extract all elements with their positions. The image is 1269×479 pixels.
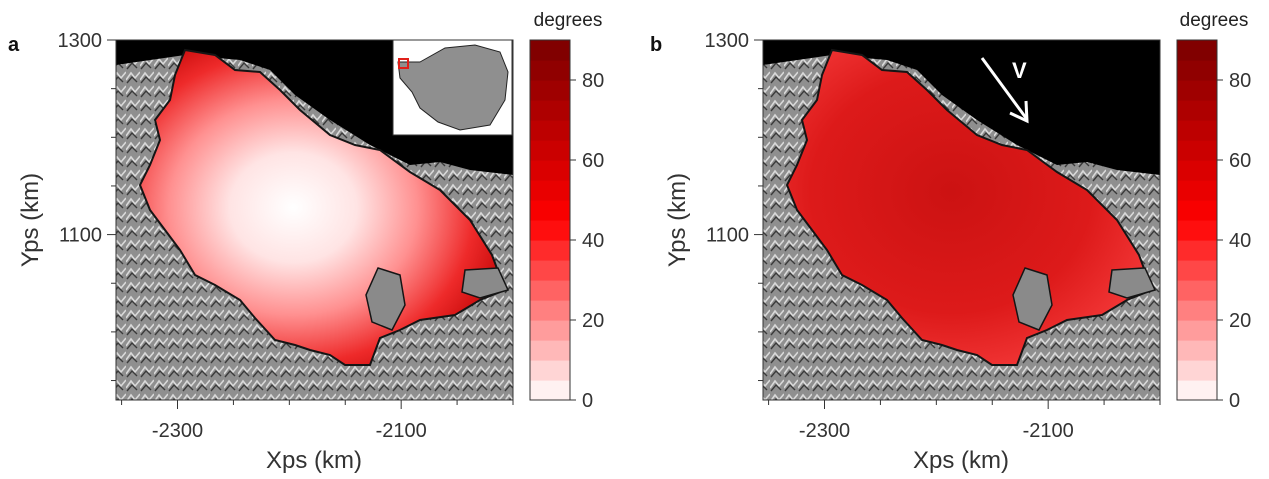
panel-a-frame [115,39,514,401]
panel-b-y-tick-label: 1100 [706,225,749,247]
panel-a-y-tick-label: 1300 [58,30,103,52]
panel-b-colorbar-band [1177,240,1217,261]
panel-a-colorbar-band [530,40,570,61]
panel-a-colorbar-band [530,80,570,101]
panel-b-colorbar-band [1177,300,1217,321]
panel-b: b V -2300 -2100 1100 1300 Xps (km) Yps (km… [650,10,1251,474]
panel-a-colorbar-label: degrees [534,10,603,31]
panel-a-colorbar-band [530,340,570,361]
panel-b-colorbar-band [1177,280,1217,301]
panel-b-colorbar-tick-label: 20 [1229,310,1251,332]
panel-b-y-tick-label: 1300 [705,30,750,52]
panel-a-y-label: Yps (km) [17,173,44,267]
panel-a-colorbar-band [530,200,570,221]
panel-a-colorbar-tick-label: 40 [582,230,604,252]
panel-b-colorbar-band [1177,160,1217,181]
panel-b-colorbar-band [1177,260,1217,281]
panel-a-x-axis: -2300 -2100 [121,400,514,442]
panel-a-colorbar-band [530,320,570,341]
inset-location-box [398,58,409,69]
panel-b-colorbar-band [1177,380,1217,401]
panel-a-colorbar-band [530,60,570,81]
velocity-arrow-label: V [1012,58,1027,83]
panel-a-colorbar-band [530,220,570,241]
panel-a-y-axis: 1100 1300 [58,30,116,382]
panel-b-colorbar-tick-label: 40 [1229,230,1251,252]
panel-b-colorbar-tick-label: 0 [1229,390,1240,412]
panel-b-colorbar-frame [1176,39,1218,401]
panel-b-colorbar-band [1177,40,1217,61]
panel-a-x-tick-label: -2100 [376,420,427,442]
panel-b-colorbar-band [1177,340,1217,361]
panel-b-y-axis: 1100 1300 [705,30,763,382]
panel-b-colorbar-band [1177,80,1217,101]
panel-b-colorbar-band [1177,140,1217,161]
panel-b-colorbar-band [1177,200,1217,221]
panel-a-colorbar-band [530,260,570,281]
panel-a-ice-shelf [138,48,507,366]
panel-b-colorbar-band [1177,100,1217,121]
panel-b-x-label: Xps (km) [913,447,1009,474]
panel-a-inset-map [392,39,513,136]
panel-a-colorbar-band [530,280,570,301]
panel-a-colorbar-band [530,120,570,141]
panel-a-colorbar-band [530,380,570,401]
panel-b-letter: b [650,34,662,56]
panel-b-colorbar-band [1177,360,1217,381]
panel-a-glacier-tongue [461,267,510,299]
panel-b-colorbar: 0 20 40 60 80 [1176,39,1251,412]
panel-b-colorbar-band [1177,320,1217,341]
panel-b-colorbar-tick-label: 60 [1229,150,1251,172]
panel-a-embayment [365,267,406,331]
panel-a-colorbar-band [530,360,570,381]
panel-b-glacier-tongue [1108,267,1157,299]
velocity-arrow [980,57,1029,124]
panel-a-colorbar: 0 20 40 60 80 [529,39,604,412]
panel-a-colorbar-tick-label: 20 [582,310,604,332]
panel-b-colorbar-band [1177,220,1217,241]
panel-b-colorbar-tick-label: 80 [1229,70,1251,92]
panel-b-colorbar-band [1177,120,1217,141]
panel-a-colorbar-band [530,160,570,181]
panel-b-colorbar-label: degrees [1180,10,1249,31]
panel-b-x-tick-label: -2300 [799,420,850,442]
panel-b-embayment [1012,267,1053,331]
panel-b-x-axis: -2300 -2100 [768,400,1161,442]
panel-b-map: V [763,40,1160,400]
panel-a-y-tick-label: 1100 [59,225,102,247]
panel-b-ice-shelf [785,48,1154,366]
panel-b-frame [762,39,1161,401]
panel-a-letter: a [8,34,20,56]
inset-antarctica [397,44,509,131]
panel-a-colorbar-tick-label: 0 [582,390,593,412]
panel-a-colorbar-band [530,140,570,161]
panel-a-x-label: Xps (km) [266,447,362,474]
panel-b-colorbar-band [1177,60,1217,81]
panel-a-colorbar-band [530,100,570,121]
panel-a-colorbar-band [530,300,570,321]
panel-a-colorbar-band [530,180,570,201]
panel-b-y-label: Yps (km) [664,173,691,267]
panel-a-colorbar-frame [529,39,571,401]
panel-a-colorbar-band [530,240,570,261]
panel-b-x-tick-label: -2100 [1023,420,1074,442]
panel-a-colorbar-tick-label: 80 [582,70,604,92]
panel-a-colorbar-tick-label: 60 [582,150,604,172]
panel-b-colorbar-band [1177,180,1217,201]
panel-a-x-tick-label: -2300 [152,420,203,442]
